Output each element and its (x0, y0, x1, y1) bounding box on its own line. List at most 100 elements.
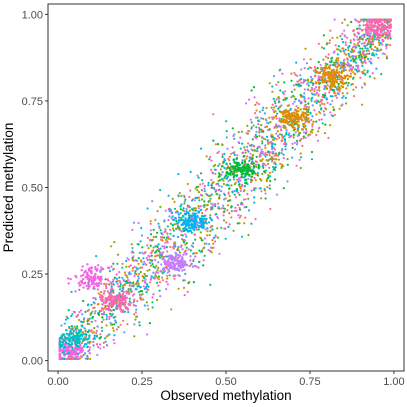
data-point (206, 227, 209, 230)
data-point (207, 184, 210, 187)
data-point (297, 115, 300, 119)
data-point (180, 203, 183, 206)
data-point (274, 110, 277, 113)
data-point (292, 117, 295, 121)
data-point (342, 50, 345, 53)
data-point (341, 32, 344, 35)
data-point (74, 353, 78, 356)
data-point (81, 273, 85, 277)
data-point (69, 337, 72, 340)
data-point (122, 278, 125, 281)
data-point (107, 295, 111, 299)
data-point (123, 310, 127, 313)
data-point (75, 344, 79, 347)
data-point (383, 52, 386, 56)
data-point (286, 117, 289, 120)
data-point (331, 36, 334, 40)
data-point (229, 162, 232, 165)
data-point (360, 56, 364, 60)
data-point (281, 139, 284, 143)
data-point (362, 18, 365, 21)
data-point (285, 119, 288, 122)
data-point (257, 166, 260, 169)
data-point (223, 166, 226, 169)
data-point (80, 337, 83, 340)
data-point (137, 275, 140, 278)
data-point (127, 302, 130, 306)
data-point (349, 41, 352, 44)
data-point (92, 275, 96, 278)
data-point (65, 332, 69, 336)
data-point (163, 259, 166, 262)
data-point (264, 164, 267, 167)
x-axis-title: Observed methylation (160, 388, 291, 403)
data-point (112, 309, 115, 312)
data-point (183, 294, 186, 297)
data-point (193, 212, 196, 215)
data-point (127, 278, 130, 282)
data-point (304, 132, 308, 135)
data-point (316, 139, 319, 142)
data-point (286, 163, 289, 166)
data-point (260, 117, 263, 120)
data-point (369, 57, 372, 60)
data-point (327, 53, 330, 56)
data-point (102, 292, 106, 295)
data-point (131, 228, 134, 231)
data-point (256, 174, 260, 177)
data-point (133, 313, 136, 316)
data-point (101, 267, 104, 270)
data-point (189, 229, 192, 233)
data-point (131, 246, 134, 250)
data-point (384, 36, 387, 39)
data-point (364, 73, 367, 76)
data-point (183, 260, 187, 263)
data-point (268, 154, 271, 157)
data-point (108, 291, 111, 295)
data-point (171, 215, 174, 218)
data-point (389, 37, 392, 40)
data-point (291, 114, 295, 117)
data-point (295, 109, 298, 112)
data-point (297, 120, 300, 123)
data-point (370, 25, 373, 28)
data-point (389, 44, 392, 47)
data-point (86, 337, 90, 341)
data-point (178, 251, 182, 254)
data-point (187, 214, 191, 217)
data-point (231, 190, 234, 193)
data-point (69, 277, 72, 281)
data-point (133, 335, 136, 338)
data-point (336, 87, 339, 90)
data-point (329, 88, 332, 92)
data-point (285, 129, 288, 132)
data-point (211, 204, 214, 207)
data-point (309, 75, 313, 78)
data-point (87, 341, 90, 344)
data-point (313, 75, 316, 78)
data-point (96, 353, 99, 357)
data-point (331, 76, 335, 80)
data-point (223, 177, 226, 180)
data-point (275, 117, 278, 120)
data-point (335, 96, 338, 99)
data-point (316, 89, 319, 92)
data-point (233, 161, 237, 164)
data-point (79, 283, 82, 287)
data-point (345, 102, 348, 105)
data-point (106, 290, 109, 293)
data-point (193, 223, 196, 227)
data-point (104, 278, 107, 281)
data-point (100, 326, 103, 329)
data-point (254, 179, 257, 182)
data-point (262, 137, 265, 140)
data-point (200, 220, 203, 224)
data-point (208, 234, 211, 237)
data-point (353, 72, 357, 76)
data-point (65, 348, 69, 351)
data-point (371, 54, 374, 57)
data-point (209, 226, 212, 229)
data-point (167, 237, 170, 240)
data-point (268, 187, 271, 190)
data-point (180, 244, 183, 247)
